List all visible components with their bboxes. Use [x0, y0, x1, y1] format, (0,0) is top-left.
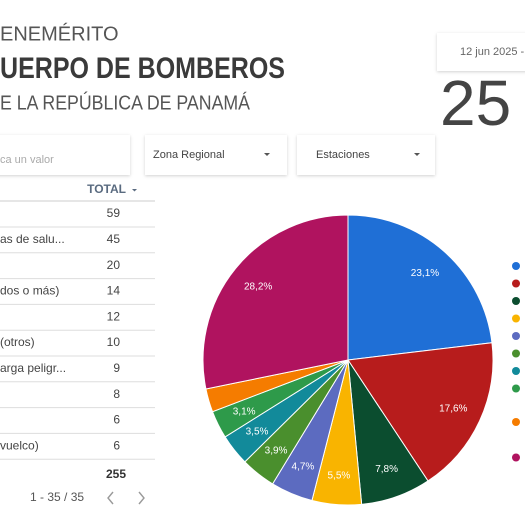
- row-label: (otros): [0, 335, 35, 349]
- legend-dot[interactable]: [512, 418, 520, 426]
- filter-label: Estaciones: [316, 149, 370, 161]
- slice-label: 3,5%: [246, 427, 269, 438]
- legend-dot[interactable]: [512, 314, 520, 323]
- legend-dot[interactable]: [512, 297, 520, 305]
- slice-label: 3,1%: [233, 406, 256, 417]
- next-page[interactable]: [138, 491, 145, 505]
- header-line: ENEMÉRITO: [0, 22, 119, 45]
- slice-label: 28,2%: [244, 281, 272, 292]
- dropdown-arrow: [264, 153, 270, 156]
- legend-dot[interactable]: [512, 367, 520, 375]
- slice-label: 23,1%: [411, 268, 439, 279]
- sort-arrow: [132, 189, 137, 192]
- row-value: 14: [107, 284, 121, 298]
- search-placeholder: ca un valor: [0, 154, 54, 166]
- row-label: as de salu...: [0, 232, 65, 246]
- slice-label: 7,8%: [375, 464, 398, 475]
- row-value: 20: [107, 258, 121, 272]
- row-value: 45: [107, 232, 121, 246]
- row-label: arga peligr...: [0, 361, 66, 375]
- slice-label: 4,7%: [292, 462, 315, 473]
- filter-box[interactable]: [297, 135, 435, 175]
- search-box[interactable]: [0, 135, 130, 175]
- slice-label: 17,6%: [439, 403, 467, 414]
- pagination: 1 - 35 / 35: [30, 490, 84, 504]
- pie-slice[interactable]: [347, 214, 493, 361]
- row-value: 10: [107, 335, 121, 349]
- legend-dot[interactable]: [512, 262, 520, 270]
- slice-label: 5,5%: [328, 470, 351, 481]
- filter-box[interactable]: [145, 135, 287, 175]
- legend-dot[interactable]: [512, 332, 520, 340]
- row-value: 8: [113, 387, 120, 401]
- prev-page[interactable]: [107, 491, 114, 505]
- row-value: 12: [107, 309, 121, 323]
- row-label: vuelco): [0, 438, 39, 452]
- column-header[interactable]: TOTAL: [87, 182, 126, 196]
- row-value: 6: [113, 413, 120, 427]
- legend-dot[interactable]: [512, 453, 520, 462]
- legend-dot[interactable]: [512, 279, 520, 288]
- dropdown-arrow: [414, 153, 420, 156]
- slice-label: 3,9%: [265, 446, 288, 457]
- row-value: 9: [113, 361, 120, 375]
- pie-slice[interactable]: [347, 342, 494, 482]
- table-total: 255: [106, 467, 126, 481]
- filter-label: Zona Regional: [153, 149, 225, 161]
- pie-slice[interactable]: [202, 214, 349, 390]
- row-label: dos o más): [0, 284, 59, 298]
- header-line: E LA REPÚBLICA DE PANAMÁ: [0, 91, 251, 114]
- date-range: 12 jun 2025 -: [460, 46, 525, 58]
- row-value: 6: [113, 438, 120, 452]
- row-value: 59: [107, 206, 121, 220]
- scorecard: 25: [440, 67, 511, 139]
- legend-dot[interactable]: [512, 349, 520, 358]
- legend-dot[interactable]: [512, 384, 520, 393]
- date-box[interactable]: [437, 33, 525, 71]
- header-title: UERPO DE BOMBEROS: [0, 52, 285, 85]
